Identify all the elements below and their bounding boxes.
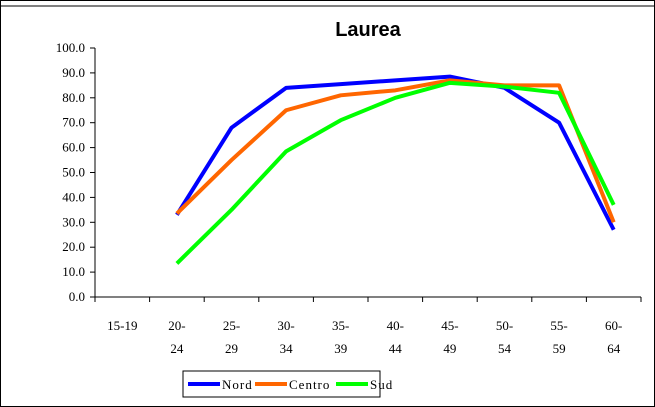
y-tick-label: 40.0 bbox=[62, 189, 85, 204]
legend-label: Sud bbox=[370, 377, 393, 392]
y-tick-label: 100.0 bbox=[56, 40, 85, 55]
x-tick-label-line: 64 bbox=[607, 341, 621, 356]
chart-title: Laurea bbox=[335, 19, 401, 41]
y-tick-label: 30.0 bbox=[62, 214, 85, 229]
x-tick-label-line: 45- bbox=[441, 318, 458, 333]
x-tick-label-line: 59 bbox=[553, 341, 566, 356]
x-tick-label-line: 24 bbox=[170, 341, 184, 356]
x-tick-label-line: 40- bbox=[387, 318, 404, 333]
x-tick-label-line: 20- bbox=[168, 318, 185, 333]
y-tick-label: 70.0 bbox=[62, 115, 85, 130]
x-tick-label-line: 35- bbox=[332, 318, 349, 333]
x-tick-label: 55- 59 bbox=[550, 318, 567, 356]
x-tick-label-line: 50- bbox=[496, 318, 513, 333]
x-tick-label: 30- 34 bbox=[277, 318, 294, 356]
y-tick-label: 80.0 bbox=[62, 90, 85, 105]
y-tick-label: 90.0 bbox=[62, 65, 85, 80]
x-tick-label-line: 49 bbox=[443, 341, 456, 356]
y-tick-label: 60.0 bbox=[62, 140, 85, 155]
x-tick-label-line: 54 bbox=[498, 341, 512, 356]
x-tick-label-line: 30- bbox=[277, 318, 294, 333]
x-tick-label-line: 25- bbox=[223, 318, 240, 333]
legend-label: Nord bbox=[222, 377, 253, 392]
x-tick-label-line: 55- bbox=[550, 318, 567, 333]
x-tick-label-line: 39 bbox=[334, 341, 347, 356]
y-tick-label: 10.0 bbox=[62, 264, 85, 279]
x-tick-label: 20- 24 bbox=[168, 318, 185, 356]
x-tick-label: 40- 44 bbox=[387, 318, 404, 356]
x-tick-label: 25- 29 bbox=[223, 318, 240, 356]
y-tick-label: 50.0 bbox=[62, 165, 85, 180]
series-line bbox=[175, 74, 616, 231]
x-tick-label: 15-19 bbox=[107, 318, 137, 333]
x-tick-label-line: 29 bbox=[225, 341, 238, 356]
legend-label: Centro bbox=[289, 377, 330, 392]
y-tick-label: 20.0 bbox=[62, 239, 85, 254]
x-tick-label-line: 60- bbox=[605, 318, 622, 333]
x-tick-label: 35- 39 bbox=[332, 318, 349, 356]
series-line bbox=[175, 78, 616, 224]
x-tick-label-line: 34 bbox=[280, 341, 294, 356]
y-tick-label: 0.0 bbox=[69, 289, 85, 304]
x-tick-label: 60- 64 bbox=[605, 318, 622, 356]
x-tick-label: 45- 49 bbox=[441, 318, 458, 356]
x-tick-label-line: 44 bbox=[389, 341, 403, 356]
x-tick-label: 50- 54 bbox=[496, 318, 513, 356]
series-line bbox=[175, 80, 616, 265]
